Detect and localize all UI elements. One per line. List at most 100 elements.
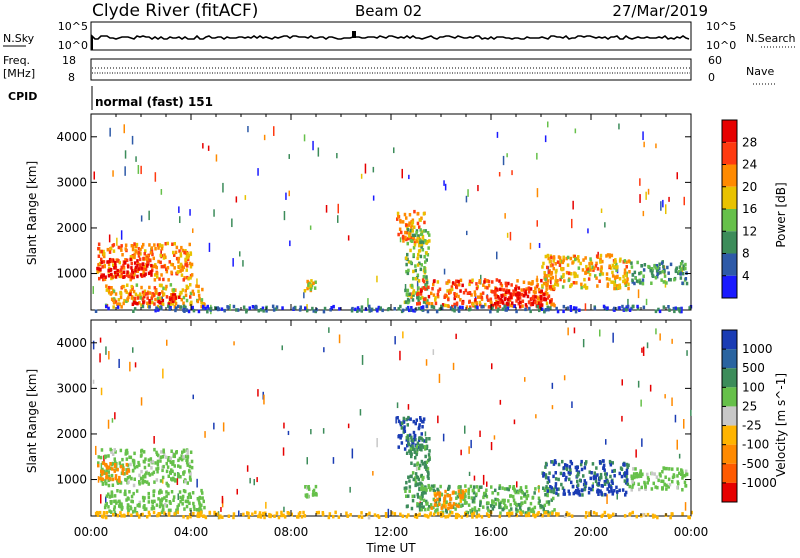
echo-cell-7 bbox=[433, 491, 437, 496]
echo-cell-7 bbox=[427, 294, 431, 299]
echo-cell-7 bbox=[447, 279, 451, 284]
echo-cell-6 bbox=[539, 503, 542, 508]
echo-cell-6 bbox=[421, 295, 424, 300]
echo-cell-9 bbox=[639, 469, 642, 473]
echo-cell-2 bbox=[177, 503, 181, 507]
echo-cell-8 bbox=[561, 459, 564, 464]
echo-cell-5 bbox=[427, 470, 430, 475]
echo-cell-2 bbox=[200, 298, 204, 302]
echo-cell-10 bbox=[662, 264, 665, 269]
echo-cell-0 bbox=[98, 276, 101, 281]
echo-cell-5 bbox=[425, 499, 428, 504]
echo-cell-7 bbox=[520, 292, 524, 297]
echo-cell-8 bbox=[578, 493, 582, 497]
echo-cell-0 bbox=[142, 450, 146, 454]
echo-cell bbox=[196, 478, 198, 488]
echo-cell-9 bbox=[676, 474, 679, 478]
echo-cell-2 bbox=[126, 506, 129, 510]
echo-cell-0 bbox=[107, 474, 111, 478]
echo-cell-10 bbox=[634, 276, 637, 280]
echo-cell-10 bbox=[232, 515, 235, 520]
echo-cell-9 bbox=[567, 278, 571, 283]
echo-cell-2 bbox=[143, 507, 146, 511]
echo-cell-8 bbox=[579, 462, 583, 467]
echo-cell-2 bbox=[146, 292, 149, 296]
echo-cell-4 bbox=[400, 421, 404, 426]
echo-cell-4 bbox=[405, 438, 408, 442]
echo-cell-2 bbox=[181, 494, 185, 499]
echo-cell-0 bbox=[143, 479, 146, 484]
echo-cell bbox=[659, 333, 661, 341]
echo-cell-7 bbox=[477, 295, 480, 299]
echo-cell-9 bbox=[561, 285, 565, 289]
echo-cell-10 bbox=[565, 513, 569, 517]
echo-cell-7 bbox=[458, 283, 461, 287]
echo-cell-7 bbox=[473, 300, 477, 304]
echo-cell-7 bbox=[485, 295, 489, 299]
echo-cell-0 bbox=[114, 450, 117, 454]
echo-cell-1 bbox=[99, 267, 102, 272]
echo-cell-8 bbox=[619, 466, 623, 470]
echo-cell-0 bbox=[160, 247, 164, 251]
colorbar-tick-label: -500 bbox=[742, 457, 769, 471]
echo-cell-6 bbox=[550, 498, 553, 502]
echo-cell-10 bbox=[690, 510, 693, 515]
echo-cell-6 bbox=[501, 507, 505, 512]
echo-cell-6 bbox=[412, 276, 415, 281]
echo-cell-7 bbox=[473, 290, 477, 294]
echo-cell-0 bbox=[112, 263, 115, 267]
echo-cell-10 bbox=[247, 515, 251, 520]
echo-cell-11 bbox=[421, 307, 424, 312]
echo-cell-10 bbox=[592, 510, 596, 515]
echo-cell-3 bbox=[172, 299, 175, 303]
echo-cell-11 bbox=[338, 307, 341, 311]
echo-cell-9 bbox=[623, 278, 627, 282]
echo-cell-0 bbox=[133, 252, 136, 257]
echo-cell bbox=[490, 442, 493, 451]
echo-cell-3 bbox=[305, 495, 309, 499]
echo-cell-8 bbox=[599, 461, 602, 465]
echo-cell-0 bbox=[109, 466, 112, 471]
echo-cell-11 bbox=[227, 305, 230, 310]
echo-cell-7 bbox=[495, 293, 498, 298]
echo-cell-6 bbox=[504, 504, 507, 508]
echo-cell-3 bbox=[145, 292, 148, 296]
echo-cell-0 bbox=[125, 448, 129, 453]
echo-cell-9 bbox=[562, 255, 565, 260]
echo-cell-8 bbox=[588, 470, 591, 474]
echo-cell-3 bbox=[304, 485, 307, 489]
echo-cell-0 bbox=[124, 247, 127, 251]
echo-cell-9 bbox=[634, 467, 637, 471]
echo-cell-2 bbox=[189, 291, 193, 296]
echo-cell-4 bbox=[314, 280, 317, 284]
echo-cell-6 bbox=[455, 496, 458, 500]
echo-cell-6 bbox=[436, 487, 439, 492]
echo-cell-1 bbox=[127, 265, 130, 269]
echo-cell-2 bbox=[119, 292, 123, 296]
echo-cell-10 bbox=[227, 514, 231, 518]
echo-cell-6 bbox=[412, 253, 415, 257]
echo-cell-7 bbox=[447, 304, 450, 309]
echo-cell-1 bbox=[128, 274, 132, 279]
echo-cell-11 bbox=[201, 306, 205, 311]
echo-cell-8 bbox=[500, 294, 504, 299]
echo-cell-0 bbox=[110, 450, 113, 454]
echo-cell-10 bbox=[332, 514, 335, 519]
colorbar-swatch bbox=[722, 142, 737, 165]
echo-cell-6 bbox=[514, 490, 517, 495]
echo-cell-7 bbox=[464, 489, 468, 493]
echo-cell-11 bbox=[457, 308, 461, 312]
echo-cell bbox=[239, 251, 241, 257]
echo-cell-10 bbox=[551, 511, 554, 516]
echo-cell-2 bbox=[126, 283, 129, 287]
echo-cell-10 bbox=[258, 511, 262, 515]
echo-cell bbox=[179, 216, 181, 224]
echo-cell-0 bbox=[187, 257, 190, 262]
echo-cell-8 bbox=[603, 468, 606, 472]
echo-cell-9 bbox=[684, 469, 688, 473]
echo-cell-1 bbox=[119, 268, 123, 272]
echo-cell-9 bbox=[594, 274, 597, 278]
echo-cell-10 bbox=[678, 265, 682, 269]
echo-cell-8 bbox=[565, 463, 569, 468]
echo-cell-8 bbox=[519, 301, 522, 305]
